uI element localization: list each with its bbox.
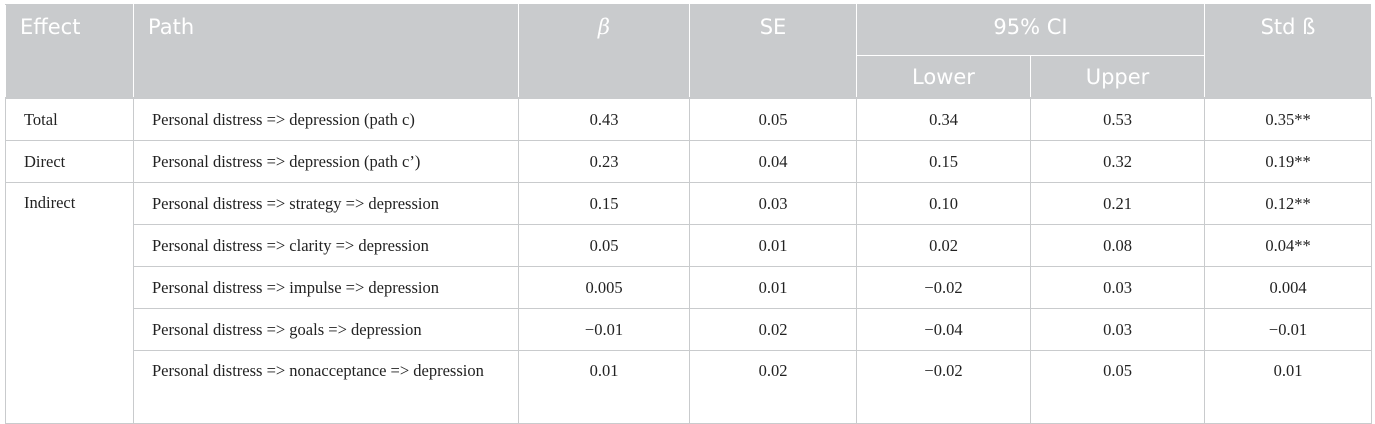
cell-beta: 0.23 xyxy=(518,140,690,183)
cell-effect: Total xyxy=(5,97,134,141)
cell-ci-upper: 0.32 xyxy=(1030,140,1205,183)
cell-std-beta: 0.01 xyxy=(1204,350,1372,424)
cell-beta: 0.05 xyxy=(518,224,690,267)
cell-path: Personal distress => goals => depression xyxy=(133,308,519,351)
cell-se: 0.02 xyxy=(689,308,857,351)
mediation-effects-table: Effect Path β SE 95% CI Std ß Lower Uppe… xyxy=(5,4,1372,424)
cell-beta: −0.01 xyxy=(518,308,690,351)
table-row: Personal distress => impulse => depressi… xyxy=(6,266,1372,309)
header-ci-lower: Lower xyxy=(856,55,1031,99)
cell-beta: 0.43 xyxy=(518,97,690,141)
cell-se: 0.03 xyxy=(689,182,857,225)
header-std-beta: Std ß xyxy=(1204,4,1372,99)
table-row: Direct Personal distress => depression (… xyxy=(5,140,1372,183)
cell-ci-lower: 0.15 xyxy=(856,140,1031,183)
cell-beta: 0.15 xyxy=(518,182,690,225)
cell-ci-upper: 0.21 xyxy=(1030,182,1205,225)
cell-beta: 0.005 xyxy=(518,266,690,309)
cell-effect: Indirect xyxy=(5,182,134,424)
cell-ci-upper: 0.03 xyxy=(1030,266,1205,309)
cell-ci-lower: −0.04 xyxy=(856,308,1031,351)
header-ci-upper: Upper xyxy=(1030,55,1205,99)
cell-effect: Direct xyxy=(5,140,134,183)
cell-ci-lower: −0.02 xyxy=(856,350,1031,424)
header-ci: 95% CI xyxy=(856,4,1205,56)
cell-ci-upper: 0.53 xyxy=(1030,97,1205,141)
header-effect: Effect xyxy=(5,4,134,99)
table-header: Effect Path β SE 95% CI Std ß Lower Uppe… xyxy=(5,4,1372,99)
table-row: Personal distress => goals => depression… xyxy=(6,308,1372,351)
cell-ci-upper: 0.08 xyxy=(1030,224,1205,267)
table-row: Indirect Personal distress => strategy =… xyxy=(5,182,1372,424)
cell-ci-lower: 0.10 xyxy=(856,182,1031,225)
cell-ci-upper: 0.05 xyxy=(1030,350,1205,424)
cell-std-beta: 0.04** xyxy=(1204,224,1372,267)
cell-path: Personal distress => strategy => depress… xyxy=(133,182,519,225)
table-row: Personal distress => clarity => depressi… xyxy=(6,224,1372,267)
cell-std-beta: 0.19** xyxy=(1204,140,1372,183)
table-row: Total Personal distress => depression (p… xyxy=(5,97,1372,141)
cell-path: Personal distress => clarity => depressi… xyxy=(133,224,519,267)
cell-path: Personal distress => depression (path c’… xyxy=(133,140,519,183)
header-beta: β xyxy=(518,4,690,99)
table-row: Personal distress => nonacceptance => de… xyxy=(6,350,1372,424)
cell-ci-upper: 0.03 xyxy=(1030,308,1205,351)
cell-ci-lower: 0.34 xyxy=(856,97,1031,141)
cell-path: Personal distress => nonacceptance => de… xyxy=(133,350,519,424)
header-path: Path xyxy=(133,4,519,99)
cell-std-beta: 0.004 xyxy=(1204,266,1372,309)
cell-se: 0.01 xyxy=(689,266,857,309)
header-se: SE xyxy=(689,4,857,99)
cell-std-beta: 0.35** xyxy=(1204,97,1372,141)
cell-beta: 0.01 xyxy=(518,350,690,424)
cell-path: Personal distress => impulse => depressi… xyxy=(133,266,519,309)
cell-path: Personal distress => depression (path c) xyxy=(133,97,519,141)
table-body: Total Personal distress => depression (p… xyxy=(5,97,1372,424)
cell-ci-lower: 0.02 xyxy=(856,224,1031,267)
cell-ci-lower: −0.02 xyxy=(856,266,1031,309)
cell-std-beta: −0.01 xyxy=(1204,308,1372,351)
cell-se: 0.02 xyxy=(689,350,857,424)
cell-se: 0.05 xyxy=(689,97,857,141)
cell-se: 0.01 xyxy=(689,224,857,267)
cell-se: 0.04 xyxy=(689,140,857,183)
cell-std-beta: 0.12** xyxy=(1204,182,1372,225)
